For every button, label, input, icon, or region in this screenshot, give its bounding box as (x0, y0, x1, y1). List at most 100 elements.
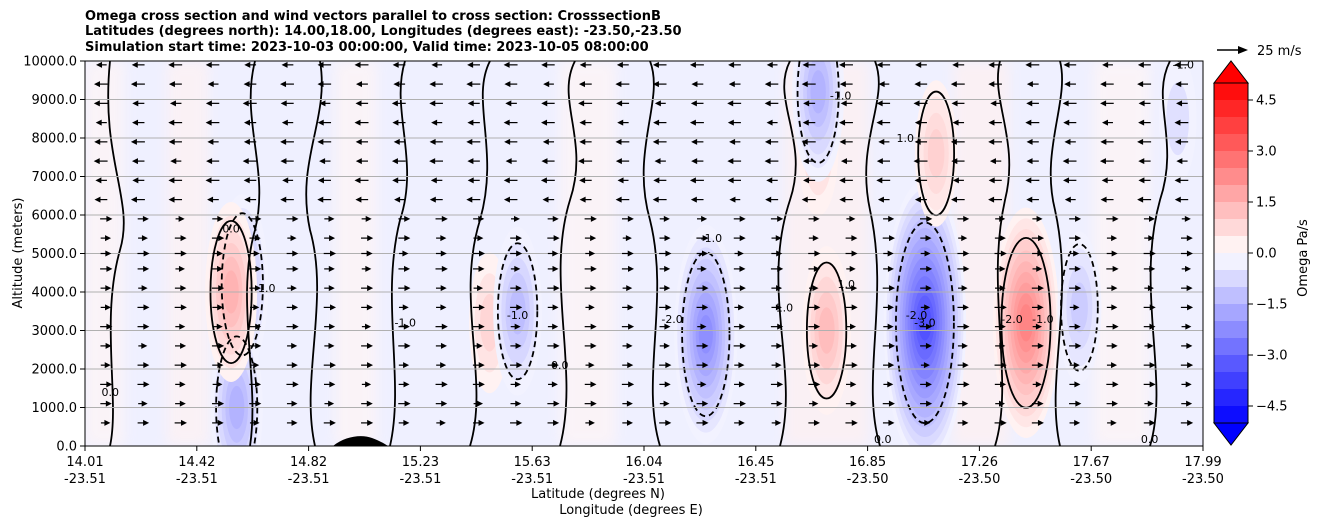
wind-vector-head (205, 61, 212, 68)
wind-vector-head (1185, 323, 1192, 330)
wind-vector-head (850, 323, 857, 330)
wind-vector-head (242, 158, 249, 165)
x-tick-label-latitude: 16.45 (737, 455, 774, 470)
wind-vector-head (665, 419, 672, 426)
wind-vector-head (739, 265, 746, 272)
wind-vector-head (1175, 81, 1182, 88)
wind-vector-head (516, 304, 523, 311)
wind-vector-head (1063, 61, 1070, 68)
wind-vector-head (628, 381, 635, 388)
zero-contour-8 (865, 61, 881, 446)
wind-vector-head (961, 285, 968, 292)
wind-vector-head (429, 196, 436, 203)
wind-vector-head (988, 177, 995, 184)
colorbar-level (1214, 287, 1248, 305)
colorbar-level (1214, 355, 1248, 373)
wind-vector-head (1074, 265, 1081, 272)
wind-vector-head (439, 419, 446, 426)
wind-vector-head (1062, 100, 1069, 107)
wind-vector-head (253, 304, 260, 311)
wind-vector-head (628, 323, 635, 330)
contour-line-4 (496, 242, 539, 381)
wind-vector-head (1186, 250, 1193, 257)
wind-vector-head (218, 400, 225, 407)
chart-title-line-1: Omega cross section and wind vectors par… (85, 9, 661, 24)
wind-vector-head (738, 304, 745, 311)
wind-vector-head (218, 235, 225, 242)
colorbar-level (1214, 321, 1248, 339)
wind-vector-head (1112, 323, 1119, 330)
wind-vector-head (515, 285, 522, 292)
wind-vector-head (727, 158, 734, 165)
wind-vector-head (963, 381, 970, 388)
wind-vector-head (466, 196, 473, 203)
wind-vector-head (813, 265, 820, 272)
x-tick-label-longitude: -23.51 (64, 472, 106, 487)
wind-vector-head (467, 119, 474, 126)
wind-vector-head (926, 265, 933, 272)
wind-vector-head (516, 250, 523, 257)
wind-vector-head (776, 250, 783, 257)
wind-vector-head (367, 362, 374, 369)
wind-vector-head (366, 342, 373, 349)
wind-vector-head (292, 304, 299, 311)
wind-vector-head (1137, 138, 1144, 145)
wind-vector-head (1100, 138, 1107, 145)
wind-vector-head (317, 177, 324, 184)
wind-vector-head (654, 100, 661, 107)
wind-vector-head (813, 215, 820, 222)
wind-vector-head (814, 250, 821, 257)
wind-vector-head (764, 100, 771, 107)
wind-vector-head (404, 265, 411, 272)
wind-vector-head (691, 138, 698, 145)
wind-vector-head (925, 381, 932, 388)
wind-vector-head (689, 119, 696, 126)
wind-vector-head (926, 400, 933, 407)
wind-vector-head (840, 100, 847, 107)
omega-feature-11-level-9 (1019, 304, 1033, 342)
wind-vector-head (503, 177, 510, 184)
wind-vector-head (218, 285, 225, 292)
y-tick-label: 1000.0 (32, 401, 78, 416)
wind-vector-head (440, 235, 447, 242)
wind-vector-head (839, 177, 846, 184)
zero-contour-1 (246, 61, 261, 446)
wind-vector-head (961, 342, 968, 349)
wind-vector-head (887, 304, 894, 311)
wind-vector-head (590, 285, 597, 292)
wind-vector-head (255, 381, 262, 388)
contour-label: 1.0 (896, 132, 914, 145)
wind-vector-head (514, 323, 521, 330)
wind-vector-head (168, 138, 175, 145)
wind-vector-head (478, 265, 485, 272)
terrain-bump (333, 436, 388, 446)
wind-vector-head (663, 342, 670, 349)
wind-vector-head (1137, 81, 1144, 88)
wind-vector-head (354, 177, 361, 184)
wind-vector-head (579, 177, 586, 184)
wind-vector-head (440, 342, 447, 349)
colorbar-level (1214, 83, 1248, 101)
wind-vector-head (914, 177, 921, 184)
wind-vector-head (553, 419, 560, 426)
colorbar-level (1214, 236, 1248, 254)
wind-vector-head (168, 61, 175, 68)
wind-vector-head (404, 235, 411, 242)
wind-vector-head (1025, 177, 1032, 184)
wind-vector-head (926, 215, 933, 222)
wind-vector-head (329, 323, 336, 330)
wind-vector-head (1102, 61, 1109, 68)
wind-vector-head (168, 119, 175, 126)
contour-label: 0.0 (102, 386, 120, 399)
wind-vector-head (590, 381, 597, 388)
wind-vector-head (1073, 362, 1080, 369)
contour-label: 0.0 (874, 433, 892, 446)
wind-vector-head (95, 177, 102, 184)
wind-vector-head (141, 400, 148, 407)
x-tick-label-longitude: -23.51 (511, 472, 553, 487)
wind-vector-head (143, 304, 150, 311)
wind-vector-head (355, 100, 362, 107)
wind-vector-head (914, 81, 921, 88)
colorbar-tick-label: 3.0 (1256, 145, 1277, 160)
wind-vector-head (552, 265, 559, 272)
